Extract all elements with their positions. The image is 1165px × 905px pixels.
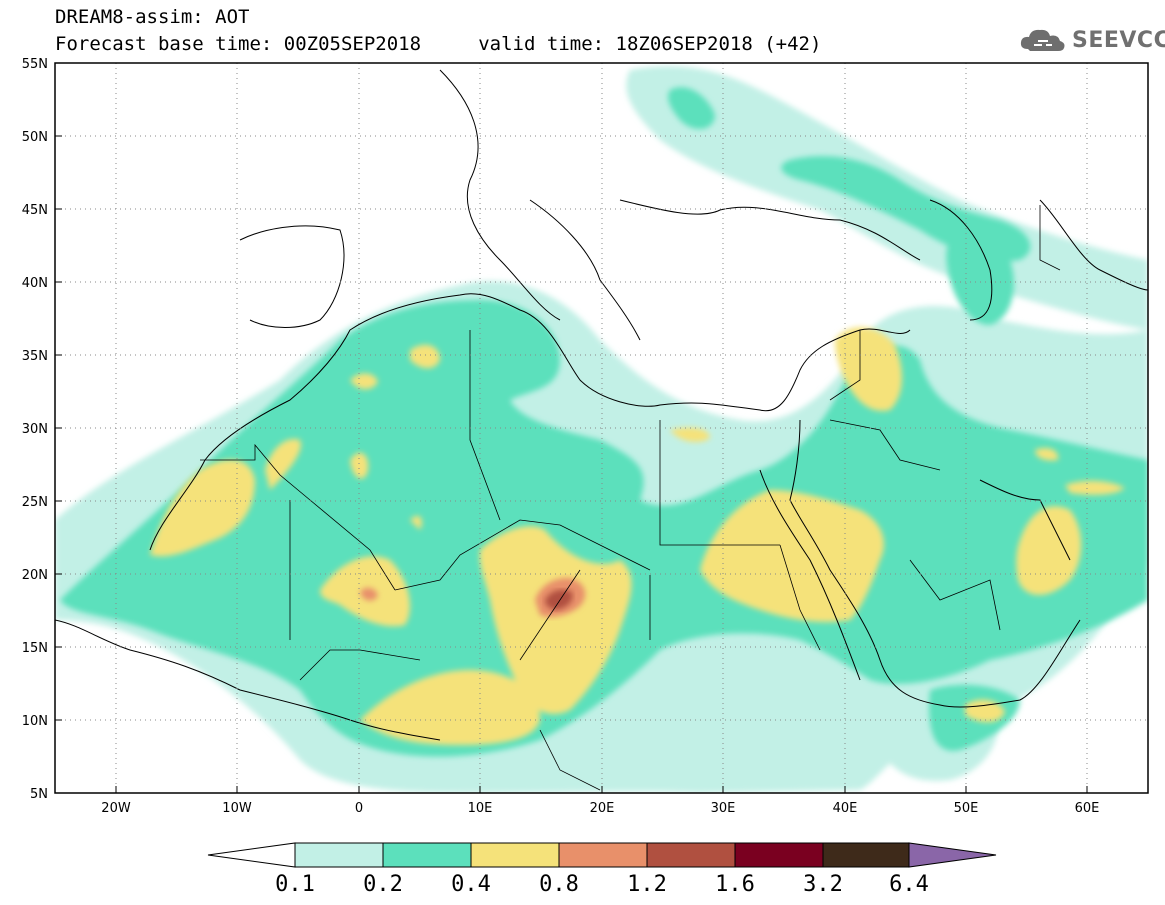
- lat-label: 5N: [30, 787, 48, 802]
- seevccc-logo: SEEVCCC: [1018, 24, 1165, 56]
- colorbar-label: 0.2: [363, 872, 403, 897]
- lat-label: 30N: [22, 422, 48, 437]
- colorbar-label: 0.8: [539, 872, 579, 897]
- axis-ticks: [55, 62, 1088, 794]
- colorbar-swatch: [382, 842, 472, 868]
- lon-label: 10E: [468, 801, 493, 816]
- cloud-icon: [1020, 29, 1065, 51]
- lon-label: 60E: [1075, 801, 1100, 816]
- colorbar-swatch: [294, 842, 384, 868]
- country-borders: [200, 205, 1061, 791]
- lon-label: 30E: [711, 801, 736, 816]
- lon-label: 0: [355, 801, 363, 816]
- aot-shading: [55, 63, 1148, 793]
- forecast-time-subtitle: Forecast base time: 00Z05SEP2018 valid t…: [55, 33, 822, 55]
- aot-band-0-2: [60, 87, 1148, 757]
- lat-label: 15N: [22, 641, 48, 656]
- colorbar-swatch: [470, 842, 560, 868]
- map-title: DREAM8-assim: AOT: [55, 6, 250, 28]
- lon-label: 40E: [833, 801, 858, 816]
- colorbar-swatch: [734, 842, 824, 868]
- colorbar-label: 3.2: [803, 872, 843, 897]
- colorbar: [207, 842, 997, 868]
- colorbar-label: 1.2: [627, 872, 667, 897]
- lat-lon-grid: [55, 63, 1148, 793]
- lat-label: 20N: [22, 568, 48, 583]
- colorbar-swatch: [558, 842, 648, 868]
- aot-band-0-4: [150, 327, 1125, 745]
- lon-label: 50E: [954, 801, 979, 816]
- colorbar-label: 0.4: [451, 872, 491, 897]
- colorbar-label: 6.4: [889, 872, 929, 897]
- lon-label: 10W: [222, 801, 252, 816]
- lat-label: 45N: [22, 203, 48, 218]
- longitude-labels: 20W 10W 0 10E 20E 30E 40E 50E 60E: [101, 801, 1099, 816]
- aot-band-1-2: [545, 589, 573, 610]
- lon-label: 20W: [101, 801, 131, 816]
- lat-label: 10N: [22, 714, 48, 729]
- colorbar-label: 1.6: [715, 872, 755, 897]
- lat-label: 25N: [22, 495, 48, 510]
- lon-label: 20E: [590, 801, 615, 816]
- colorbar-swatch: [908, 842, 997, 868]
- colorbar-swatch: [822, 842, 910, 868]
- logo-text: SEEVCCC: [1072, 27, 1165, 53]
- lat-label: 40N: [22, 276, 48, 291]
- coastlines: [55, 69, 1148, 741]
- colorbar-swatch: [207, 842, 296, 868]
- lat-label: 35N: [22, 349, 48, 364]
- colorbar-label: 0.1: [275, 872, 315, 897]
- lat-label: 55N: [22, 57, 48, 72]
- latitude-labels: 55N 50N 45N 40N 35N 30N 25N 20N 15N 10N …: [22, 57, 48, 802]
- lat-label: 50N: [22, 130, 48, 145]
- colorbar-swatch: [646, 842, 736, 868]
